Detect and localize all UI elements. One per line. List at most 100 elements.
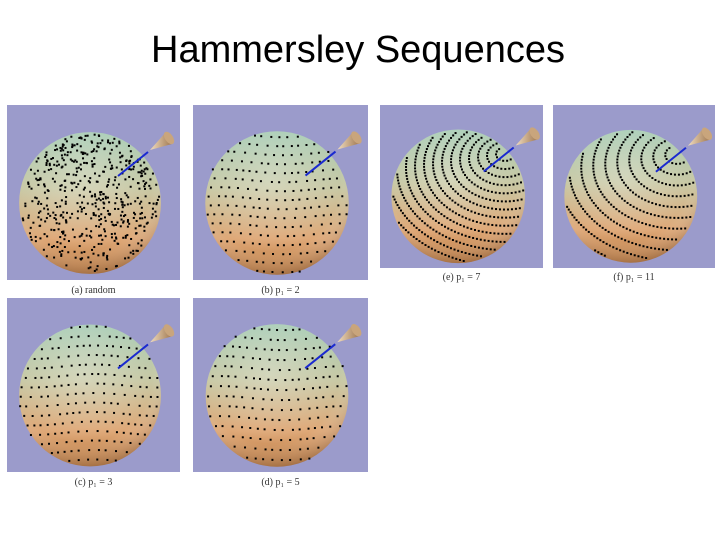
sphere-shade	[564, 129, 698, 263]
sample-point	[48, 162, 51, 165]
sample-point	[607, 230, 610, 233]
sample-point	[650, 246, 653, 249]
sample-point	[218, 195, 221, 198]
sample-point	[444, 192, 447, 195]
sample-point	[652, 137, 655, 140]
sample-point	[315, 336, 318, 339]
sample-point	[306, 251, 309, 254]
sample-point	[141, 174, 144, 177]
sample-point	[282, 145, 285, 148]
sample-point	[414, 161, 417, 164]
sample-point	[617, 170, 620, 173]
sample-point	[75, 174, 78, 177]
sample-point	[62, 216, 65, 219]
sample-point	[122, 431, 125, 434]
sample-point	[62, 230, 65, 233]
sample-point	[102, 354, 105, 357]
sample-point	[95, 268, 98, 271]
sample-point	[60, 199, 63, 202]
sample-point	[251, 407, 254, 410]
sample-point	[273, 154, 276, 157]
sample-point	[137, 171, 140, 174]
sample-point	[494, 174, 497, 177]
sample-point	[409, 207, 412, 210]
sample-point	[47, 212, 50, 215]
sample-point	[225, 395, 228, 398]
sample-point	[46, 189, 49, 192]
sample-point	[211, 222, 214, 225]
sample-point	[632, 143, 635, 146]
sample-point	[57, 451, 60, 454]
sample-point	[592, 161, 595, 164]
sample-point	[470, 227, 473, 230]
sample-point	[21, 217, 24, 220]
sample-point	[106, 458, 109, 461]
sample-point	[459, 194, 462, 197]
sample-point	[294, 348, 297, 351]
sample-point	[224, 365, 227, 368]
sample-point	[270, 398, 273, 401]
sample-point	[278, 369, 281, 372]
sample-point	[406, 202, 409, 205]
sample-point	[54, 144, 57, 147]
sample-point	[219, 222, 222, 225]
sample-point	[477, 229, 480, 232]
sample-point	[125, 451, 128, 454]
sample-point	[92, 150, 95, 153]
sample-point	[109, 248, 112, 251]
sample-point	[265, 225, 268, 228]
sample-point	[673, 173, 676, 176]
sample-point	[156, 198, 159, 201]
sample-point	[417, 146, 420, 149]
sample-point	[100, 213, 103, 216]
sample-point	[127, 365, 130, 368]
sample-point	[443, 225, 446, 228]
sample-point	[83, 175, 86, 178]
sample-point	[106, 254, 109, 257]
sample-point	[47, 433, 50, 436]
sample-point	[626, 136, 629, 139]
light-cone-base	[351, 324, 362, 337]
sample-point	[103, 230, 106, 233]
sample-point	[492, 144, 495, 147]
sample-point	[471, 135, 474, 138]
sample-point	[299, 408, 302, 411]
sample-point	[407, 231, 410, 234]
sample-point	[392, 195, 395, 198]
sample-point	[451, 152, 454, 155]
sample-point	[607, 216, 610, 219]
sphere-shade	[391, 129, 526, 264]
sample-point	[76, 149, 79, 152]
sample-points	[392, 131, 525, 263]
sample-point	[588, 215, 591, 218]
sample-point	[676, 184, 679, 187]
sample-point	[440, 252, 443, 255]
sample-point	[110, 164, 113, 167]
sample-point	[641, 134, 644, 137]
sample-point	[605, 198, 608, 201]
sample-point	[83, 161, 86, 164]
sample-point	[26, 367, 29, 370]
sample-point	[651, 236, 654, 239]
sample-point	[83, 250, 86, 253]
sample-point	[628, 133, 631, 136]
sample-point	[479, 255, 482, 258]
sample-point	[432, 206, 435, 209]
sample-point	[415, 179, 418, 182]
sample-point	[70, 135, 73, 138]
sample-point	[664, 152, 667, 155]
sample-point	[77, 335, 80, 338]
sample-point	[144, 183, 147, 186]
sample-point	[138, 414, 141, 417]
sample-point	[504, 184, 507, 187]
sample-point	[479, 147, 482, 150]
sample-point	[235, 385, 238, 388]
sample-point	[56, 246, 59, 249]
sample-point	[585, 228, 588, 231]
sample-point	[455, 178, 458, 181]
sample-point	[322, 232, 325, 235]
sample-point	[622, 226, 625, 229]
sample-point	[455, 240, 458, 243]
sample-point	[509, 232, 512, 235]
sample-point	[452, 220, 455, 223]
